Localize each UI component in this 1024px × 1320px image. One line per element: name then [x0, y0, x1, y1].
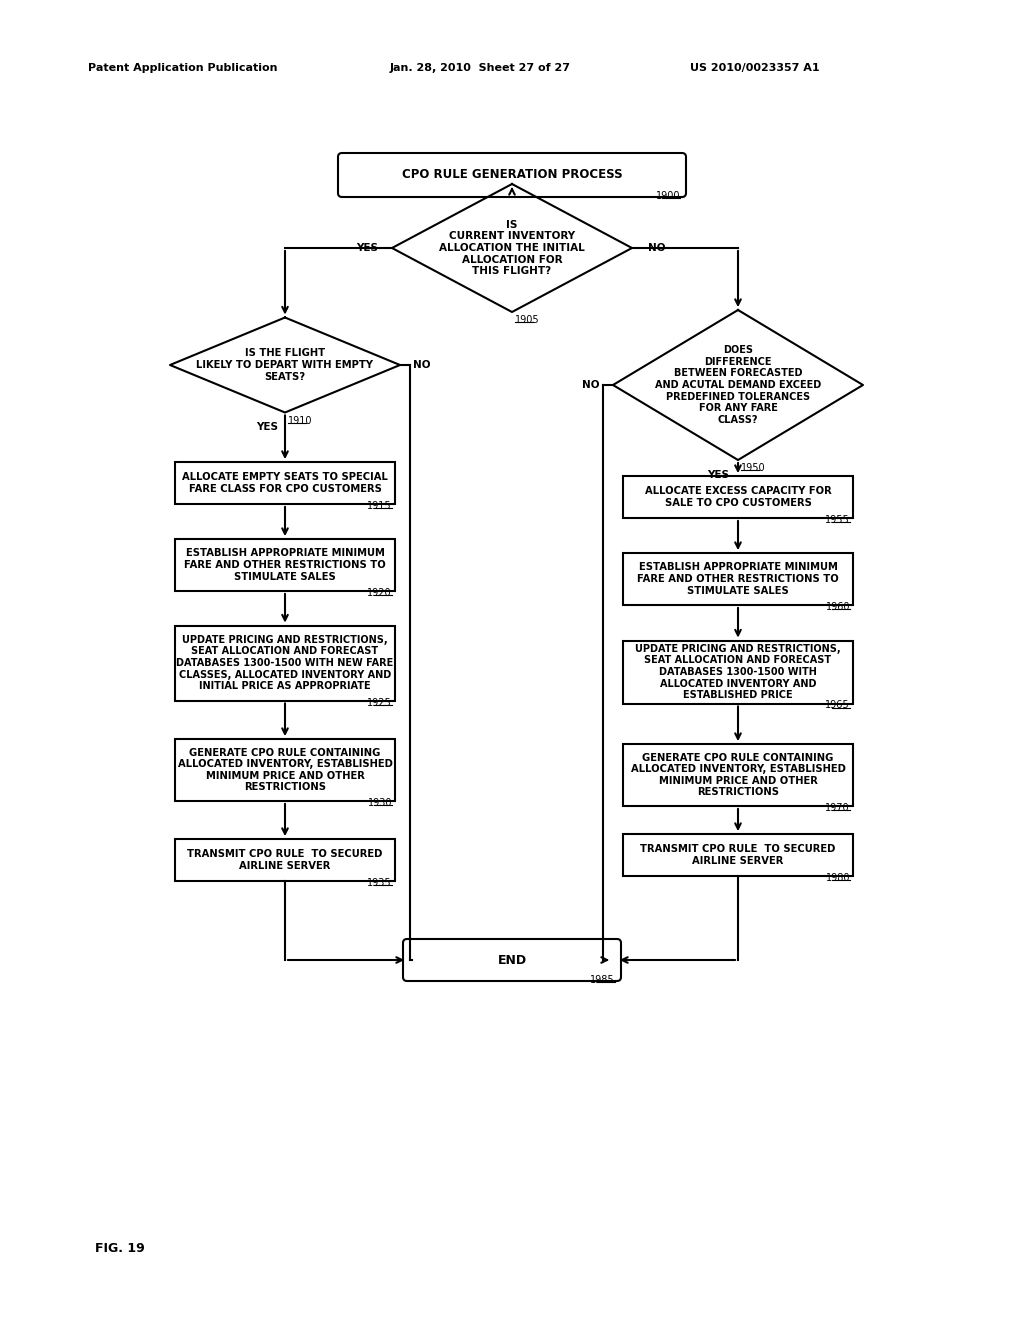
Text: END: END — [498, 953, 526, 966]
Text: 1960: 1960 — [825, 602, 850, 612]
Text: ALLOCATE EXCESS CAPACITY FOR
SALE TO CPO CUSTOMERS: ALLOCATE EXCESS CAPACITY FOR SALE TO CPO… — [645, 486, 831, 508]
Text: 1965: 1965 — [825, 701, 850, 710]
Bar — [623, 640, 853, 704]
Text: 1915: 1915 — [368, 502, 392, 511]
Text: 1985: 1985 — [591, 975, 615, 985]
Text: 1970: 1970 — [825, 803, 850, 813]
Text: Jan. 28, 2010  Sheet 27 of 27: Jan. 28, 2010 Sheet 27 of 27 — [390, 63, 571, 73]
Bar — [175, 462, 395, 504]
Text: 1905: 1905 — [515, 315, 540, 325]
Text: ALLOCATE EMPTY SEATS TO SPECIAL
FARE CLASS FOR CPO CUSTOMERS: ALLOCATE EMPTY SEATS TO SPECIAL FARE CLA… — [182, 473, 388, 494]
Text: FIG. 19: FIG. 19 — [95, 1242, 144, 1254]
Polygon shape — [613, 310, 863, 459]
Bar — [623, 553, 853, 605]
Text: TRANSMIT CPO RULE  TO SECURED
AIRLINE SERVER: TRANSMIT CPO RULE TO SECURED AIRLINE SER… — [640, 845, 836, 866]
Text: 1950: 1950 — [741, 463, 766, 473]
Text: NO: NO — [583, 380, 600, 389]
Text: IS THE FLIGHT
LIKELY TO DEPART WITH EMPTY
SEATS?: IS THE FLIGHT LIKELY TO DEPART WITH EMPT… — [197, 348, 374, 381]
Text: US 2010/0023357 A1: US 2010/0023357 A1 — [690, 63, 819, 73]
Bar — [175, 539, 395, 591]
Bar — [175, 626, 395, 701]
Polygon shape — [170, 318, 400, 412]
Text: 1930: 1930 — [368, 799, 392, 808]
Text: 1920: 1920 — [368, 587, 392, 598]
Bar — [175, 840, 395, 880]
Text: NO: NO — [414, 360, 431, 370]
Bar — [623, 834, 853, 876]
FancyBboxPatch shape — [403, 939, 621, 981]
Text: 1955: 1955 — [825, 515, 850, 525]
Text: ESTABLISH APPROPRIATE MINIMUM
FARE AND OTHER RESTRICTIONS TO
STIMULATE SALES: ESTABLISH APPROPRIATE MINIMUM FARE AND O… — [637, 562, 839, 595]
Text: GENERATE CPO RULE CONTAINING
ALLOCATED INVENTORY, ESTABLISHED
MINIMUM PRICE AND : GENERATE CPO RULE CONTAINING ALLOCATED I… — [177, 747, 392, 792]
Text: YES: YES — [707, 470, 729, 480]
Text: YES: YES — [256, 422, 278, 433]
Text: GENERATE CPO RULE CONTAINING
ALLOCATED INVENTORY, ESTABLISHED
MINIMUM PRICE AND : GENERATE CPO RULE CONTAINING ALLOCATED I… — [631, 752, 846, 797]
Bar — [623, 477, 853, 517]
Text: ESTABLISH APPROPRIATE MINIMUM
FARE AND OTHER RESTRICTIONS TO
STIMULATE SALES: ESTABLISH APPROPRIATE MINIMUM FARE AND O… — [184, 548, 386, 582]
Text: CPO RULE GENERATION PROCESS: CPO RULE GENERATION PROCESS — [401, 169, 623, 181]
Text: IS
CURRENT INVENTORY
ALLOCATION THE INITIAL
ALLOCATION FOR
THIS FLIGHT?: IS CURRENT INVENTORY ALLOCATION THE INIT… — [439, 220, 585, 276]
FancyBboxPatch shape — [338, 153, 686, 197]
Text: YES: YES — [356, 243, 378, 253]
Text: 1910: 1910 — [288, 416, 312, 425]
Text: 1900: 1900 — [655, 191, 680, 201]
Text: DOES
DIFFERENCE
BETWEEN FORECASTED
AND ACUTAL DEMAND EXCEED
PREDEFINED TOLERANCE: DOES DIFFERENCE BETWEEN FORECASTED AND A… — [655, 346, 821, 425]
Bar — [623, 744, 853, 807]
Text: Patent Application Publication: Patent Application Publication — [88, 63, 278, 73]
Bar — [175, 739, 395, 801]
Text: TRANSMIT CPO RULE  TO SECURED
AIRLINE SERVER: TRANSMIT CPO RULE TO SECURED AIRLINE SER… — [187, 849, 383, 871]
Polygon shape — [392, 183, 632, 312]
Text: UPDATE PRICING AND RESTRICTIONS,
SEAT ALLOCATION AND FORECAST
DATABASES 1300-150: UPDATE PRICING AND RESTRICTIONS, SEAT AL… — [635, 644, 841, 700]
Text: NO: NO — [648, 243, 666, 253]
Text: 1935: 1935 — [368, 878, 392, 888]
Text: 1980: 1980 — [825, 873, 850, 883]
Text: 1925: 1925 — [368, 697, 392, 708]
Text: UPDATE PRICING AND RESTRICTIONS,
SEAT ALLOCATION AND FORECAST
DATABASES 1300-150: UPDATE PRICING AND RESTRICTIONS, SEAT AL… — [176, 635, 393, 692]
